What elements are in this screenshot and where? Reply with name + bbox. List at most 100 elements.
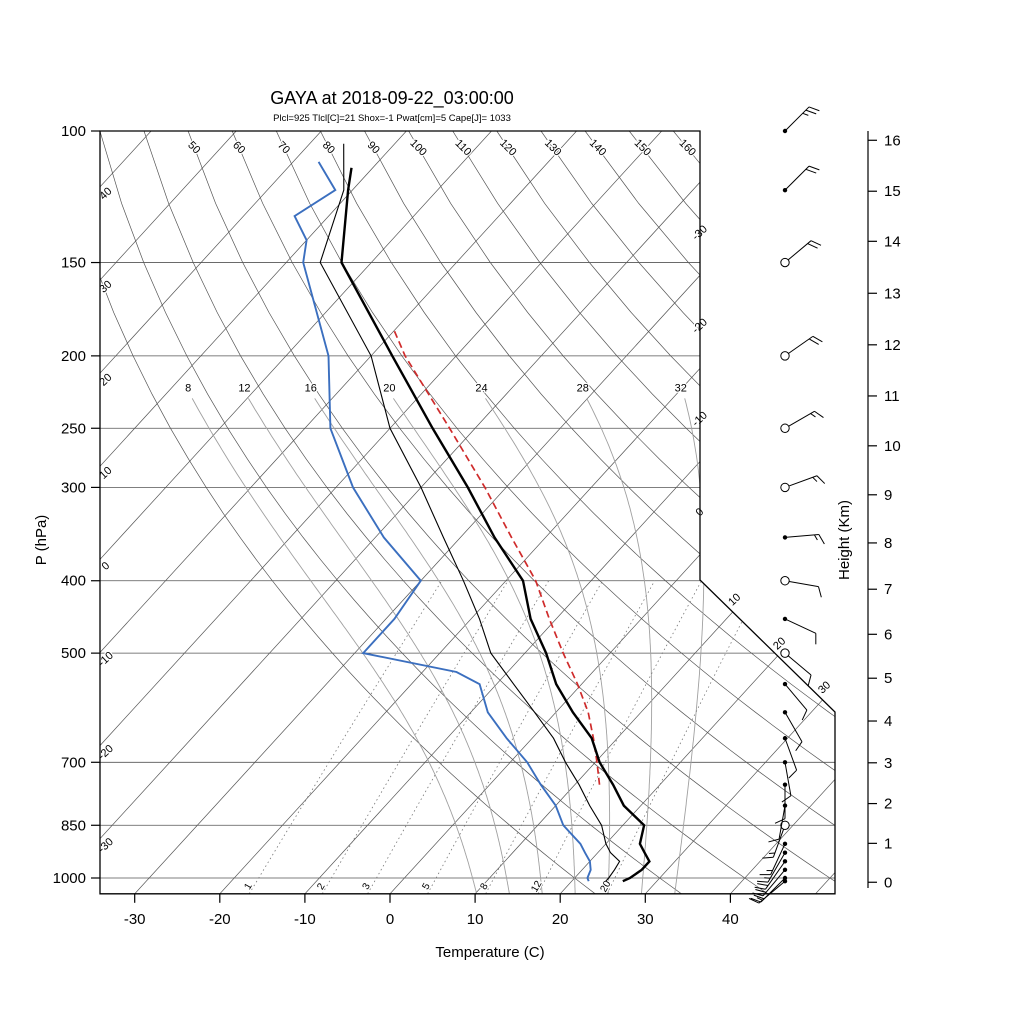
isotherm-line (0, 131, 491, 894)
isotherm-line (135, 131, 832, 894)
wind-barb-staff (785, 619, 816, 633)
wind-barb-half (814, 535, 817, 540)
pressure-tick-label: 150 (61, 255, 86, 272)
isotherm-label: 10 (726, 591, 743, 608)
moist-adiabat-label: 28 (577, 382, 589, 394)
moist-adiabat-label: 8 (185, 382, 191, 394)
isotherm-line (0, 131, 321, 894)
wind-barb-feather (808, 244, 818, 249)
temp-tick-label: 30 (637, 911, 654, 928)
dry-adiabat-label: 80 (320, 139, 337, 156)
wind-barb-half (803, 113, 809, 115)
wind-barb-staff (785, 336, 813, 356)
wind-barb-staff (785, 476, 817, 488)
wind-barb-feather (813, 336, 823, 342)
height-axis-title: Height (Km) (836, 500, 853, 580)
dry-adiabat-line (365, 131, 1024, 894)
moist-adiabat-label: 24 (475, 382, 487, 394)
pressure-tick-label: 500 (61, 645, 86, 662)
wind-barb-feather (782, 796, 791, 802)
height-tick-label: 14 (884, 233, 901, 250)
dry-adiabat-line (850, 131, 1024, 894)
wind-barb-feather (789, 770, 797, 778)
page-title: GAYA at 2018-09-22_03:00:00 (270, 88, 514, 109)
isotherm-line (0, 131, 406, 894)
temp-tick-label: -20 (209, 911, 231, 928)
isotherm-line (0, 131, 577, 894)
mixing-ratio-line (486, 581, 655, 894)
mixing-ratio-line (368, 581, 549, 894)
moist-adiabat-line (486, 398, 610, 893)
wind-barb-feather (757, 884, 768, 886)
dry-adiabat-label: 160 (677, 137, 698, 158)
mixing-ratio-label: 1 (242, 881, 255, 892)
isotherm-label: 0 (100, 560, 113, 573)
height-tick-label: 15 (884, 183, 901, 200)
dry-adiabat-label: 60 (230, 139, 247, 156)
pressure-tick-label: 100 (61, 123, 86, 140)
moist-adiabat-label: 32 (675, 382, 687, 394)
dry-adiabat-label: 120 (497, 137, 518, 158)
mixing-ratio-label: 8 (478, 881, 491, 892)
height-tick-label: 1 (884, 835, 892, 852)
wind-barb-staff (785, 738, 797, 770)
isotherm-line (0, 131, 151, 894)
station-marker-open (781, 258, 789, 266)
isotherm-line (0, 131, 236, 894)
height-tick-label: 16 (884, 132, 901, 149)
wind-barb-feather (806, 169, 816, 173)
wind-barb-staff (785, 107, 809, 131)
wind-barb-feather (818, 587, 821, 598)
mixing-ratio-line (607, 581, 763, 894)
temp-tick-label: 40 (722, 911, 739, 928)
pressure-tick-label: 400 (61, 573, 86, 590)
wind-barb-staff (763, 870, 785, 896)
wind-barb-staff (785, 581, 818, 587)
mixing-ratio-line (322, 581, 508, 894)
dry-adiabat-line (232, 131, 940, 894)
dry-adiabat-line (409, 131, 1024, 894)
pressure-axis-title: P (hPa) (33, 515, 50, 566)
station-marker-open (781, 577, 789, 585)
wind-barb-staff (785, 241, 811, 263)
pressure-tick-label: 700 (61, 754, 86, 771)
moist-adiabat-line (315, 398, 543, 893)
wind-barb-half (813, 477, 817, 481)
station-marker-open (781, 424, 789, 432)
wind-barb-feather (814, 411, 823, 417)
height-tick-label: 3 (884, 755, 892, 772)
station-marker (783, 859, 787, 863)
mixing-ratio-label: 5 (420, 881, 433, 892)
chart-subtitle: Plcl=925 Tlcl[C]=21 Shox=-1 Pwat[cm]=5 C… (273, 113, 511, 124)
sounding-profiles (295, 144, 650, 882)
moist-adiabat-label: 12 (238, 382, 250, 394)
height-tick-label: 11 (884, 388, 900, 405)
height-tick-label: 4 (884, 713, 892, 730)
temp-tick-label: 0 (386, 911, 394, 928)
wind-barb-staff (785, 653, 811, 675)
wind-barb-feather (809, 107, 819, 111)
station-marker (783, 760, 787, 764)
height-tick-label: 2 (884, 796, 892, 813)
dry-adiabat-label: 90 (365, 139, 382, 156)
wind-barb-feather (755, 890, 766, 893)
wind-barb-feather (817, 476, 825, 484)
pressure-tick-label: 850 (61, 817, 86, 834)
dry-adiabat-label: 130 (542, 137, 563, 158)
wind-barb-feather (802, 710, 807, 720)
height-tick-label: 13 (884, 285, 901, 302)
isotherm-line (560, 131, 1024, 894)
dry-adiabat-label: 50 (185, 139, 202, 156)
station-marker (783, 876, 787, 880)
wind-barb-staff (785, 166, 809, 190)
temp-tick-label: 20 (552, 911, 569, 928)
height-tick-label: 7 (884, 581, 892, 598)
station-marker (783, 851, 787, 855)
dry-adiabat-label: 140 (587, 137, 608, 158)
moist-adiabat-line (587, 398, 652, 893)
height-tick-label: 5 (884, 670, 892, 687)
height-tick-label: 9 (884, 487, 892, 504)
temperature-curve (342, 168, 650, 881)
pressure-tick-label: 1000 (53, 870, 86, 887)
